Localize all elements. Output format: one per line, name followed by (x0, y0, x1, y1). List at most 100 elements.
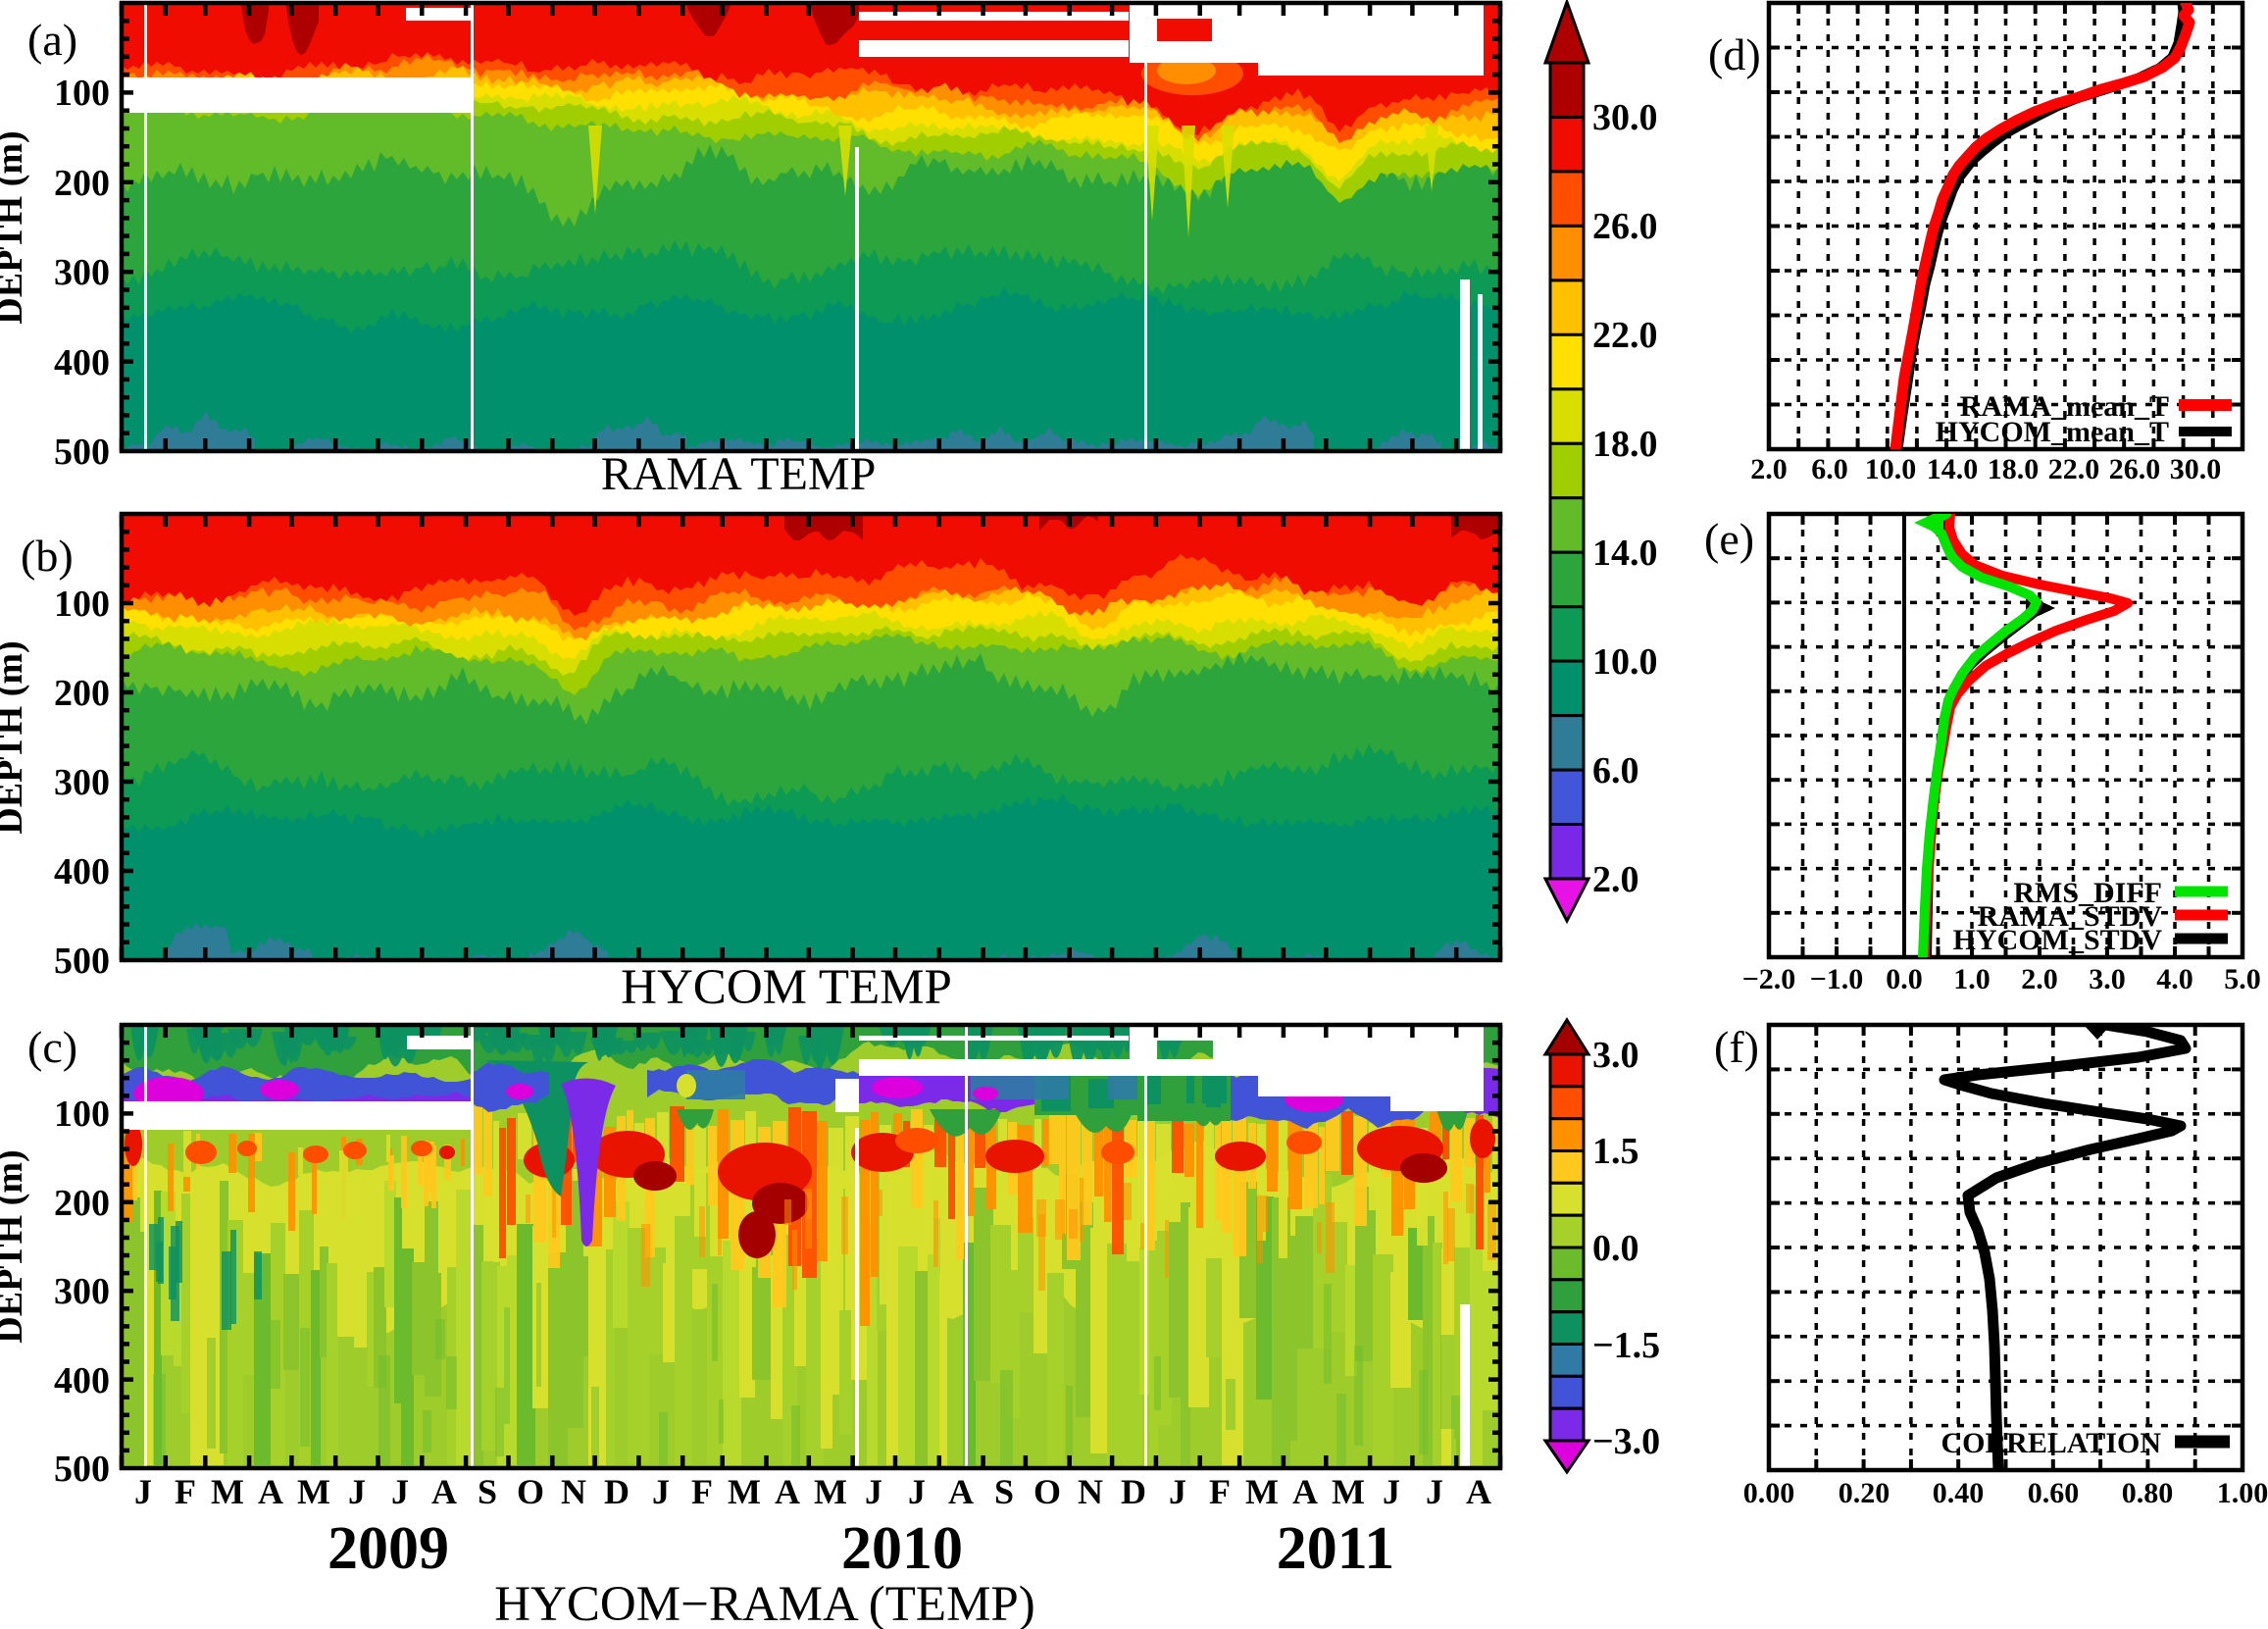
svg-text:DEPTH (m): DEPTH (m) (0, 130, 30, 324)
svg-text:J: J (134, 1472, 152, 1511)
svg-text:3.0: 3.0 (1592, 1035, 1639, 1076)
svg-text:18.0: 18.0 (1988, 453, 2040, 485)
svg-text:500: 500 (54, 432, 110, 473)
svg-text:F: F (1209, 1472, 1231, 1511)
svg-text:(e): (e) (1704, 514, 1754, 564)
svg-text:M: M (814, 1472, 847, 1511)
svg-text:A: A (1466, 1472, 1491, 1511)
svg-text:D: D (604, 1472, 630, 1511)
svg-text:−1.5: −1.5 (1592, 1325, 1660, 1366)
svg-text:300: 300 (54, 762, 110, 803)
svg-text:RAMA_mean_T: RAMA_mean_T (1960, 390, 2169, 423)
svg-text:A: A (1292, 1472, 1318, 1511)
svg-text:(b): (b) (21, 531, 74, 581)
svg-text:22.0: 22.0 (2048, 453, 2100, 485)
svg-text:30.0: 30.0 (2170, 453, 2222, 485)
svg-text:100: 100 (54, 584, 110, 625)
svg-text:26.0: 26.0 (1592, 206, 1658, 247)
svg-text:J: J (908, 1472, 926, 1511)
svg-text:HYCOM_STDV: HYCOM_STDV (1953, 924, 2163, 956)
svg-text:N: N (561, 1472, 586, 1511)
svg-text:0.0: 0.0 (1592, 1228, 1639, 1269)
svg-text:N: N (1078, 1472, 1103, 1511)
svg-text:DEPTH (m): DEPTH (m) (0, 640, 30, 834)
svg-text:2.0: 2.0 (1592, 859, 1639, 900)
svg-text:RAMA TEMP: RAMA TEMP (601, 448, 877, 500)
svg-text:−3.0: −3.0 (1592, 1421, 1660, 1462)
svg-text:M: M (297, 1472, 330, 1511)
svg-text:2.0: 2.0 (1750, 453, 1788, 485)
svg-text:F: F (691, 1472, 713, 1511)
svg-text:500: 500 (54, 1449, 110, 1490)
svg-text:M: M (211, 1472, 244, 1511)
svg-text:M: M (1332, 1472, 1365, 1511)
svg-text:200: 200 (54, 673, 110, 714)
svg-text:A: A (431, 1472, 457, 1511)
svg-text:0.00: 0.00 (1743, 1477, 1795, 1509)
svg-text:300: 300 (54, 252, 110, 293)
svg-text:RMS_DIFF: RMS_DIFF (2013, 877, 2162, 909)
svg-text:5.0: 5.0 (2224, 963, 2261, 995)
svg-text:0.40: 0.40 (1933, 1477, 1985, 1509)
svg-text:2010: 2010 (841, 1515, 963, 1582)
svg-text:O: O (517, 1472, 544, 1511)
svg-text:S: S (994, 1472, 1014, 1511)
svg-text:1.0: 1.0 (1953, 963, 1991, 995)
svg-text:D: D (1121, 1472, 1146, 1511)
svg-text:M: M (1245, 1472, 1279, 1511)
svg-text:30.0: 30.0 (1592, 97, 1658, 138)
svg-text:J: J (865, 1472, 882, 1511)
svg-text:J: J (348, 1472, 366, 1511)
svg-text:1.00: 1.00 (2217, 1477, 2268, 1509)
svg-text:500: 500 (54, 941, 110, 982)
svg-text:3.0: 3.0 (2089, 963, 2126, 995)
svg-text:100: 100 (54, 1094, 110, 1135)
svg-text:10.0: 10.0 (1865, 453, 1917, 485)
svg-text:6.0: 6.0 (1811, 453, 1848, 485)
svg-text:0.0: 0.0 (1886, 963, 1923, 995)
svg-text:0.80: 0.80 (2122, 1477, 2174, 1509)
svg-text:100: 100 (54, 73, 110, 114)
svg-text:−1.0: −1.0 (1810, 963, 1864, 995)
svg-text:DEPTH (m): DEPTH (m) (0, 1149, 30, 1343)
svg-text:18.0: 18.0 (1592, 424, 1658, 465)
svg-text:F: F (175, 1472, 196, 1511)
svg-text:J: J (1426, 1472, 1443, 1511)
svg-text:HYCOM TEMP: HYCOM TEMP (621, 960, 952, 1015)
svg-text:(d): (d) (1708, 29, 1761, 79)
svg-text:J: J (1169, 1472, 1186, 1511)
svg-text:(c): (c) (27, 1022, 77, 1072)
svg-text:S: S (478, 1472, 497, 1511)
svg-text:10.0: 10.0 (1592, 641, 1658, 683)
svg-text:J: J (1383, 1472, 1400, 1511)
svg-text:(a): (a) (27, 15, 77, 65)
svg-text:CORRELATION: CORRELATION (1941, 1427, 2162, 1459)
svg-text:A: A (258, 1472, 283, 1511)
svg-text:400: 400 (54, 851, 110, 892)
svg-text:22.0: 22.0 (1592, 315, 1658, 356)
svg-text:A: A (948, 1472, 974, 1511)
svg-text:HYCOM−RAMA (TEMP): HYCOM−RAMA (TEMP) (494, 1577, 1035, 1629)
svg-text:200: 200 (54, 163, 110, 204)
svg-text:400: 400 (54, 1360, 110, 1401)
svg-text:−2.0: −2.0 (1742, 963, 1796, 995)
svg-text:O: O (1033, 1472, 1061, 1511)
svg-text:200: 200 (54, 1183, 110, 1224)
svg-text:HYCOM_mean_T: HYCOM_mean_T (1936, 416, 2169, 448)
svg-text:4.0: 4.0 (2156, 963, 2193, 995)
svg-text:J: J (391, 1472, 409, 1511)
svg-text:6.0: 6.0 (1592, 750, 1639, 791)
svg-text:RAMA_STDV: RAMA_STDV (1978, 900, 2163, 933)
svg-text:A: A (775, 1472, 800, 1511)
svg-text:2009: 2009 (328, 1515, 449, 1582)
svg-text:2.0: 2.0 (2021, 963, 2058, 995)
svg-text:M: M (728, 1472, 761, 1511)
svg-text:2011: 2011 (1277, 1515, 1395, 1582)
svg-text:26.0: 26.0 (2109, 453, 2161, 485)
svg-text:1.5: 1.5 (1592, 1131, 1639, 1172)
svg-text:400: 400 (54, 342, 110, 383)
svg-text:300: 300 (54, 1271, 110, 1312)
svg-text:0.20: 0.20 (1839, 1477, 1890, 1509)
svg-text:0.60: 0.60 (2028, 1477, 2080, 1509)
svg-text:(f): (f) (1714, 1022, 1759, 1072)
